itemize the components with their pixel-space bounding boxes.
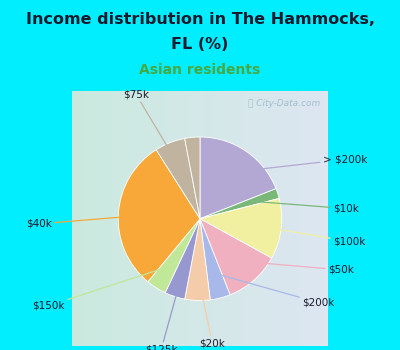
Wedge shape <box>200 137 276 219</box>
Wedge shape <box>200 198 282 258</box>
Text: $20k: $20k <box>198 275 225 349</box>
Text: $50k: $50k <box>237 261 354 275</box>
Text: $150k: $150k <box>32 266 170 310</box>
Wedge shape <box>200 189 279 219</box>
Text: Asian residents: Asian residents <box>139 63 261 77</box>
Text: $100k: $100k <box>256 226 365 246</box>
Text: Income distribution in The Hammocks,: Income distribution in The Hammocks, <box>26 12 374 27</box>
Wedge shape <box>165 219 200 299</box>
Wedge shape <box>118 150 200 282</box>
Text: ⓘ City-Data.com: ⓘ City-Data.com <box>248 99 320 108</box>
Wedge shape <box>156 139 200 219</box>
Text: FL (%): FL (%) <box>171 37 229 52</box>
Wedge shape <box>185 137 200 219</box>
Wedge shape <box>200 219 230 300</box>
Text: $10k: $10k <box>254 201 359 213</box>
Text: $125k: $125k <box>145 272 183 350</box>
Wedge shape <box>148 219 200 293</box>
Text: > $200k: > $200k <box>232 154 367 172</box>
Text: $40k: $40k <box>26 215 144 229</box>
Text: $75k: $75k <box>123 89 179 167</box>
Text: $200k: $200k <box>214 273 334 308</box>
Wedge shape <box>200 219 272 295</box>
Wedge shape <box>185 219 210 301</box>
